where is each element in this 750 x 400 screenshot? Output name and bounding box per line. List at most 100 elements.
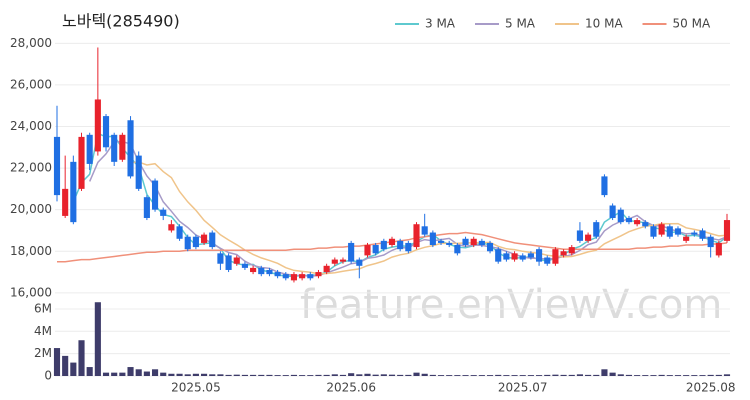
watermark: feature.enViewV.com [300,282,722,328]
volume-bar [405,374,412,376]
candle-body [470,238,477,246]
volume-bar [348,373,355,376]
volume-bar [421,373,428,376]
y-tick-label: 24,000 [10,119,52,133]
volume-bar [225,374,232,376]
candle-body [290,274,298,281]
volume-bar [683,375,690,376]
volume-bar [576,374,583,376]
candle-body [323,265,330,273]
volume-bar [380,374,387,376]
candle-body [299,274,306,279]
candle-body [454,245,461,254]
volume-bar [151,369,159,376]
volume-bar [282,375,289,376]
volume-bar [634,375,641,376]
candle-body [119,134,126,160]
candle-body [78,136,85,189]
volume-bar [560,374,567,376]
volume-bar [429,374,436,376]
volume-bar [102,372,110,376]
volume-bar [699,375,706,376]
volume-bar [176,373,183,376]
candle-body [699,230,706,239]
candle-body [544,257,551,264]
candle-body [462,238,469,246]
candle-body [568,247,575,254]
chart-title: 노바텍(285490) [62,12,180,31]
volume-bar [658,374,665,376]
volume-bar [536,375,543,376]
volume-bar [119,372,126,376]
volume-bar [495,374,502,376]
legend-label: 5 MA [505,17,536,31]
candle-body [486,242,494,252]
ma-line [130,161,728,275]
volume-bar [258,374,265,376]
volume-bar [111,372,118,376]
volume-bar [723,374,731,376]
candle-body [601,176,608,196]
volume-bar [503,375,510,376]
volume-bar [478,375,485,376]
candle-body [495,249,502,262]
legend-label: 3 MA [425,17,456,31]
candle-body [552,249,559,264]
y-tick-label: 18,000 [10,244,52,258]
candle-body [111,134,118,162]
y-tick-label: 26,000 [10,77,52,91]
volume-bar [446,375,453,376]
volume-bar [339,374,347,376]
y-tick-label: 4M [34,324,52,338]
candle-body [135,155,142,189]
volume-bar [527,375,534,376]
volume-bar [356,374,363,376]
candle-body [413,224,420,248]
candle-body [70,161,77,223]
volume-bar [315,374,322,376]
candle-body [184,236,191,250]
volume-bar [568,374,575,376]
candle-body [674,228,682,235]
candle-body [102,116,110,148]
volume-bar [437,375,445,376]
candle-body [233,257,240,264]
candle-body [364,245,371,256]
volume-bar [364,373,371,376]
volume-bar [585,374,592,376]
legend-label: 10 MA [585,17,623,31]
y-tick-label: 2M [34,346,52,360]
candle-body [536,249,543,262]
candle-body [86,134,93,164]
candle-body [201,234,208,243]
candle-body [315,272,322,277]
volume-bar [78,340,85,376]
candle-body [176,226,183,239]
volume-bar [454,375,461,376]
candle-body [519,255,526,260]
volume-bar [691,375,698,376]
candle-body [707,236,714,248]
candle-body [53,136,61,196]
candle-body [691,232,698,235]
volume-bar [62,355,69,376]
volume-bar [486,375,494,376]
candle-body [372,245,379,254]
candle-body [388,238,396,246]
candle-body [625,217,633,223]
candle-body [576,230,583,241]
x-tick-label: 2025.06 [326,381,376,395]
volume-bar [462,375,469,376]
volume-bar [617,374,624,376]
candle-body [585,234,592,241]
volume-bar [143,371,150,376]
volume-bar [307,375,314,376]
volume-bar [625,374,633,376]
candle-body [478,240,485,246]
x-tick-label: 2025.08 [686,381,736,395]
candle-body [666,226,673,237]
candle-body [356,259,363,266]
volume-bar [511,375,518,376]
y-tick-label: 20,000 [10,202,52,216]
volume-bar [94,302,101,376]
